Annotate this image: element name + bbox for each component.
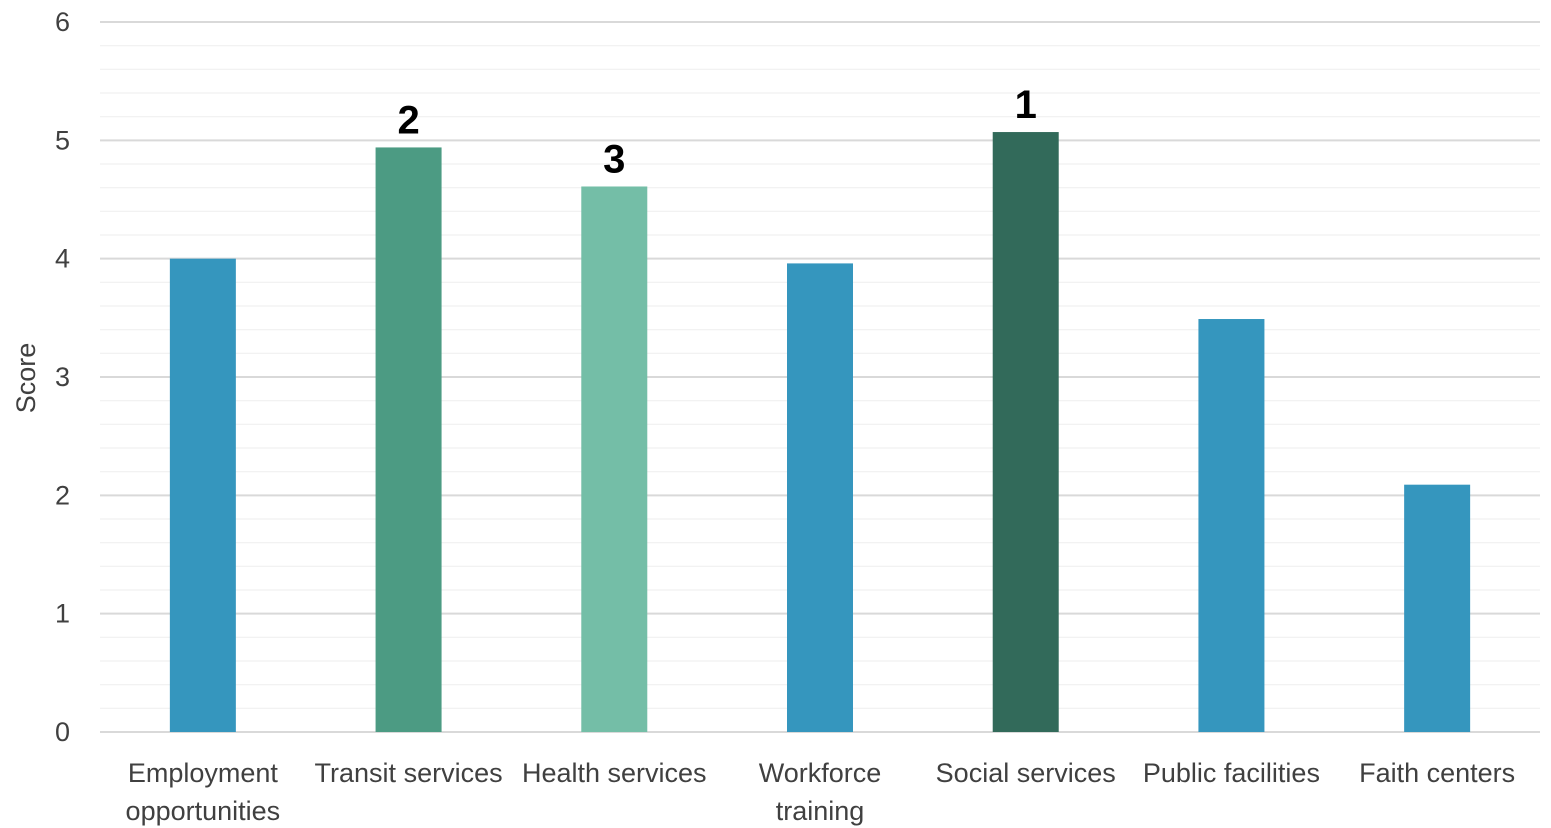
x-category-label: Social services bbox=[936, 758, 1116, 788]
bar bbox=[787, 263, 853, 732]
y-axis-title: Score bbox=[11, 343, 41, 414]
x-category-label: Workforce bbox=[759, 758, 882, 788]
x-category-label: Public facilities bbox=[1143, 758, 1320, 788]
y-axis-tick-labels: 0 1 2 3 4 5 6 bbox=[55, 7, 70, 747]
x-category-label: Faith centers bbox=[1359, 758, 1515, 788]
rank-label: 1 bbox=[1015, 83, 1037, 127]
x-category-label: Transit services bbox=[315, 758, 503, 788]
bar bbox=[1198, 319, 1265, 732]
y-tick-label: 4 bbox=[55, 244, 70, 274]
y-tick-label: 1 bbox=[55, 599, 70, 629]
y-tick-label: 6 bbox=[55, 7, 70, 37]
bar bbox=[169, 258, 236, 732]
bar bbox=[1404, 484, 1471, 732]
y-tick-label: 5 bbox=[55, 125, 70, 155]
x-category-label: Employment bbox=[128, 758, 279, 788]
y-tick-label: 3 bbox=[55, 362, 70, 392]
bar bbox=[992, 132, 1059, 733]
y-tick-label: 0 bbox=[55, 717, 70, 747]
bar bbox=[581, 186, 648, 732]
x-category-label: Health services bbox=[522, 758, 707, 788]
bars bbox=[169, 132, 1471, 733]
bar bbox=[375, 147, 442, 732]
y-tick-label: 2 bbox=[55, 480, 70, 510]
x-axis-category-labels: Employment opportunities Transit services H… bbox=[126, 758, 1516, 826]
x-category-label: training bbox=[776, 796, 865, 826]
rank-labels: 2 3 1 bbox=[397, 83, 1036, 181]
x-category-label: opportunities bbox=[126, 796, 281, 826]
rank-label: 3 bbox=[603, 137, 625, 181]
rank-label: 2 bbox=[397, 98, 419, 142]
